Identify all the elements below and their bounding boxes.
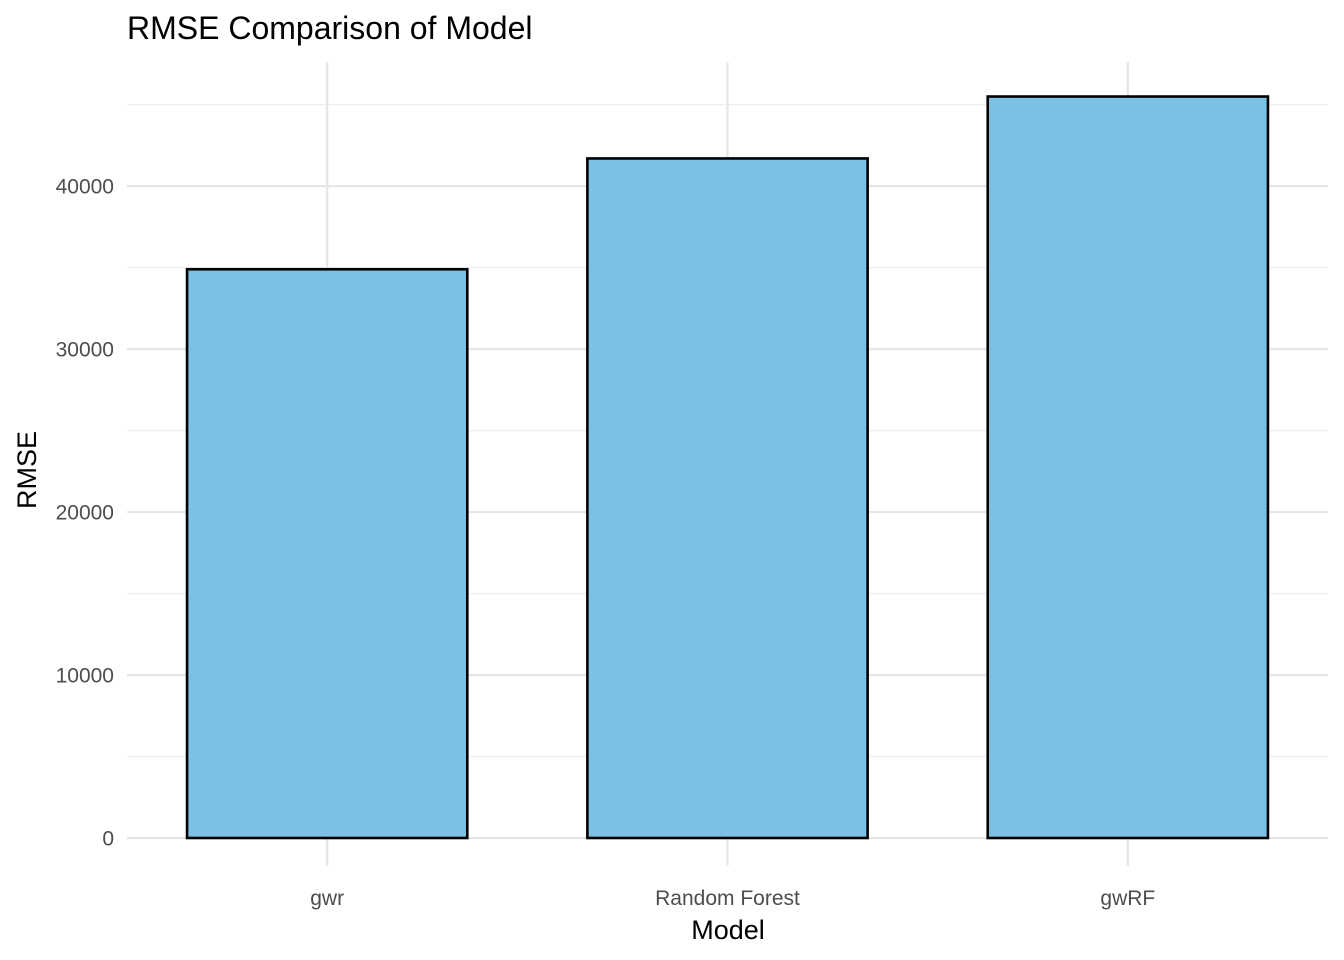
y-tick-label: 30000 [56, 339, 114, 362]
x-tick-label: Random Forest [655, 887, 800, 910]
bar-gwrf [986, 95, 1270, 840]
y-axis-title: RMSE [12, 431, 42, 509]
x-tick-label: gwRF [1100, 887, 1155, 910]
y-axis-ticks: 0 10000 20000 30000 40000 [56, 176, 114, 851]
y-tick-label: 0 [102, 828, 114, 851]
bar-random-forest [586, 157, 869, 840]
y-tick-label: 20000 [56, 502, 114, 525]
chart-title: RMSE Comparison of Model [127, 10, 532, 46]
x-axis-ticks: gwr Random Forest gwRF [310, 887, 1155, 910]
y-tick-label: 10000 [56, 665, 114, 688]
bars-layer [185, 95, 1270, 840]
y-tick-label: 40000 [56, 176, 114, 199]
bar-gwr [185, 267, 469, 840]
x-tick-label: gwr [310, 887, 344, 910]
x-axis-title: Model [691, 915, 765, 945]
